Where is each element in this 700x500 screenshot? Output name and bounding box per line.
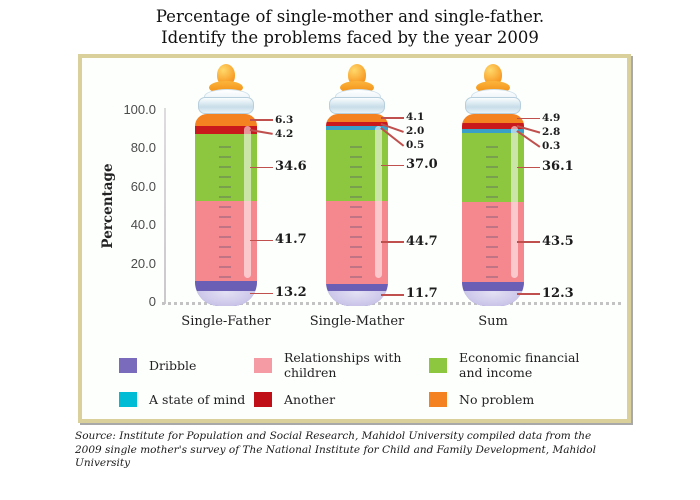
bottle-segment xyxy=(326,125,388,130)
callout-leader-line xyxy=(250,239,273,242)
y-tick-label: 20.0 xyxy=(130,255,156,271)
legend-item: Economic financial and income xyxy=(429,348,583,382)
callout-leader-line xyxy=(517,117,540,120)
bottle-glass-bottom xyxy=(326,291,388,306)
callout-leader-line xyxy=(381,164,404,167)
value-label: 6.3 xyxy=(275,113,294,126)
bottle-teat-icon xyxy=(484,64,502,86)
legend-item: A state of mind xyxy=(119,382,273,416)
callout-leader-line xyxy=(250,292,273,295)
bottle-segment xyxy=(326,121,388,126)
y-tick-label: 60.0 xyxy=(130,178,156,194)
bottle-glass-bottom xyxy=(462,291,524,306)
chart-title: Percentage of single-mother and single-f… xyxy=(0,6,700,48)
bottle-teat-icon xyxy=(348,64,366,86)
y-tick-label: 100.0 xyxy=(123,102,156,117)
category-label: Single-Mather xyxy=(309,314,405,329)
y-tick-label: 40.0 xyxy=(130,217,156,233)
category-label: Single-Father xyxy=(181,314,271,329)
value-label: 11.7 xyxy=(406,286,438,302)
chart-title-line2: Identify the problems faced by the year … xyxy=(161,28,539,47)
bottle-body xyxy=(195,114,257,306)
value-label: 43.5 xyxy=(542,233,574,249)
value-label: 4.2 xyxy=(275,127,294,140)
y-axis-line xyxy=(164,108,166,304)
legend-label: No problem xyxy=(459,391,535,407)
y-tick-label: 0 xyxy=(148,294,156,309)
value-label: 37.0 xyxy=(406,156,438,172)
callout-leader-line xyxy=(517,166,540,169)
bottle-teat-icon xyxy=(217,64,235,86)
callout-leader-line xyxy=(381,241,404,243)
bottle-highlight xyxy=(375,126,382,278)
value-label: 13.2 xyxy=(275,284,307,300)
value-label: 41.7 xyxy=(275,232,307,248)
bottle-body xyxy=(326,114,388,306)
bottle-measure-ticks xyxy=(486,146,498,278)
chart-panel: Percentage 100.0 80.0 60.0 40.0 20.0 0 6.3 4.2… xyxy=(78,54,631,423)
bottle-segment xyxy=(195,126,257,135)
bottle-highlight xyxy=(244,126,251,278)
bottle-cap-ring xyxy=(198,97,254,114)
value-label: 36.1 xyxy=(542,158,574,174)
value-label: 4.9 xyxy=(542,112,561,125)
bottle-segment xyxy=(462,114,524,124)
legend-swatch xyxy=(119,391,137,407)
source-note: Source: Institute for Population and Soc… xyxy=(75,430,665,471)
source-line2: 2009 single mother's survey of The Natio… xyxy=(75,443,596,456)
bottle-segment xyxy=(195,114,257,127)
value-label: 12.3 xyxy=(542,285,574,301)
source-line3: University xyxy=(75,457,131,469)
callout-leader-line xyxy=(517,241,540,243)
bottle-cap-ring xyxy=(465,97,521,114)
legend-item: Dribble xyxy=(119,348,273,382)
bottle-measure-ticks xyxy=(350,146,362,278)
legend-swatch xyxy=(429,391,447,407)
value-label: 2.8 xyxy=(542,126,561,139)
category-label: Sum xyxy=(478,314,508,329)
bottle-segment xyxy=(326,114,388,122)
callout-leader-line xyxy=(381,294,404,296)
value-label: 44.7 xyxy=(406,233,438,249)
value-label: 0.3 xyxy=(542,140,561,153)
bottle-glass-bottom xyxy=(195,291,257,306)
bottle-cap-ring xyxy=(329,97,385,114)
baby-bottle xyxy=(462,64,524,314)
legend-item: Another xyxy=(254,382,408,416)
value-label: 4.1 xyxy=(406,111,425,124)
value-label: 0.5 xyxy=(406,139,425,152)
baby-bottle xyxy=(195,64,257,314)
callout-leader-line xyxy=(250,166,273,169)
bottle-body xyxy=(462,114,524,306)
legend-label: A state of mind xyxy=(149,391,246,407)
callout-leader-line xyxy=(517,293,540,295)
legend-swatch xyxy=(254,391,272,407)
chart-title-line1: Percentage of single-mother and single-f… xyxy=(155,7,545,26)
bottle-measure-ticks xyxy=(219,146,231,278)
y-tick-label: 80.0 xyxy=(130,140,156,156)
source-line1: Source: Institute for Population and Soc… xyxy=(75,430,592,442)
bottle-highlight xyxy=(511,126,518,278)
callout-leader-line xyxy=(250,119,273,121)
bottle-segment xyxy=(462,123,524,129)
x-axis-line xyxy=(162,302,624,305)
bottle-segment xyxy=(462,128,524,133)
legend-item: No problem xyxy=(429,382,583,416)
baby-bottle xyxy=(326,64,388,314)
value-label: 2.0 xyxy=(406,125,425,138)
legend-swatch xyxy=(429,357,447,373)
legend-item: Relationships with children xyxy=(254,348,408,382)
legend-label: Relationships with children xyxy=(284,350,402,380)
callout-leader-line xyxy=(381,117,404,119)
legend-swatch xyxy=(119,357,137,373)
legend-label: Another xyxy=(284,391,336,407)
value-label: 34.6 xyxy=(275,158,307,174)
legend-label: Dribble xyxy=(149,357,197,373)
legend-swatch xyxy=(254,357,272,373)
legend-label: Economic financial and income xyxy=(459,350,580,380)
